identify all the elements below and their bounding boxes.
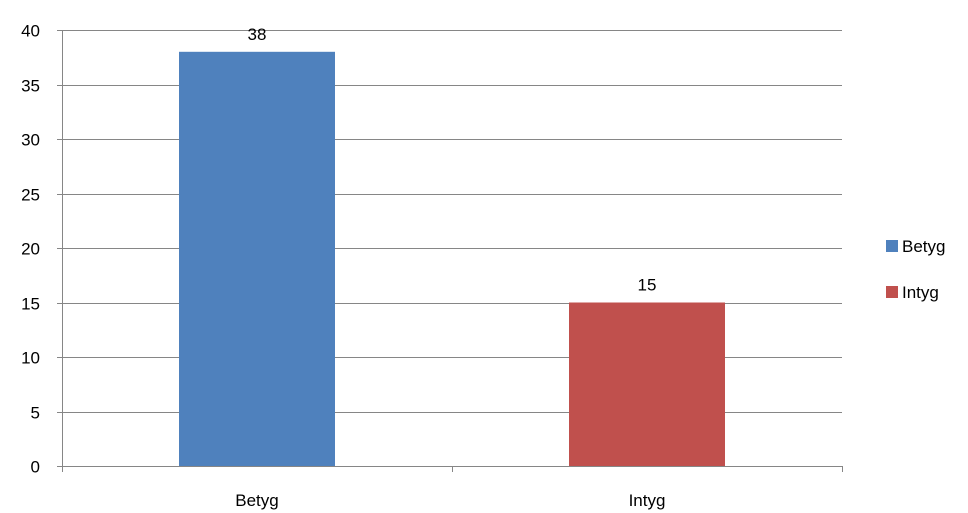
y-tick-label: 5 <box>31 404 40 423</box>
x-category-label: Intyg <box>629 491 666 510</box>
legend-label: Intyg <box>902 283 939 302</box>
y-tick-label: 20 <box>21 240 40 259</box>
bar-intyg <box>569 302 725 466</box>
legend-swatch <box>886 240 898 252</box>
legend-swatch <box>886 286 898 298</box>
y-tick-label: 35 <box>21 77 40 96</box>
data-label: 15 <box>638 276 657 295</box>
y-tick-label: 30 <box>21 131 40 150</box>
legend: Betyg Intyg <box>886 237 945 302</box>
data-labels: 38 15 <box>248 25 657 295</box>
y-tick-label: 25 <box>21 186 40 205</box>
data-label: 38 <box>248 25 267 44</box>
y-axis-ticks: 0 5 10 15 20 25 30 35 40 <box>21 22 62 477</box>
bars <box>179 51 725 467</box>
y-tick-label: 10 <box>21 349 40 368</box>
x-category-label: Betyg <box>235 491 278 510</box>
legend-label: Betyg <box>902 237 945 256</box>
y-tick-label: 0 <box>31 458 40 477</box>
y-tick-label: 40 <box>21 22 40 41</box>
x-axis-labels: Betyg Intyg <box>235 491 665 510</box>
axes <box>62 30 843 472</box>
y-tick-label: 15 <box>21 295 40 314</box>
bar-betyg <box>179 51 335 467</box>
